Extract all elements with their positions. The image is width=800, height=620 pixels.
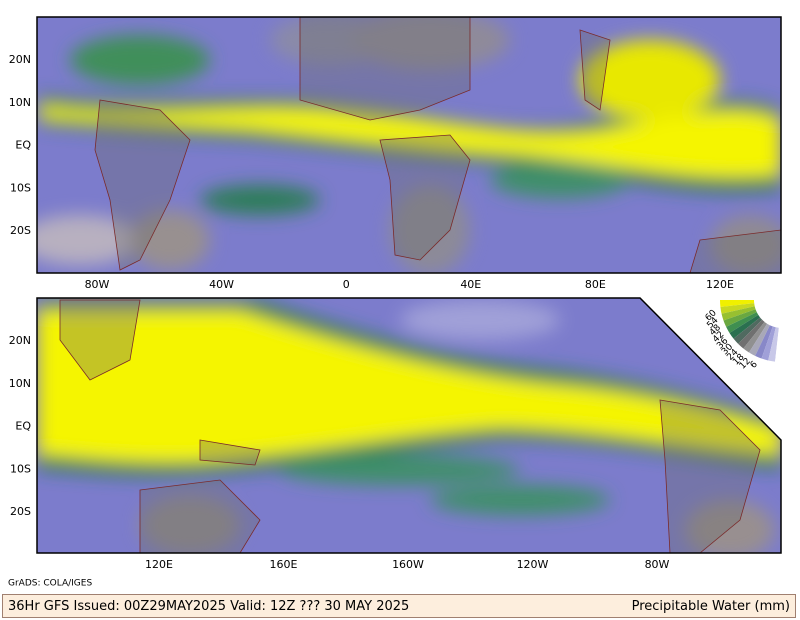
lon-label: 80W <box>85 278 110 291</box>
colorbar-segment <box>749 323 770 356</box>
colorbar-segment <box>755 325 773 359</box>
lat-label: 10S <box>10 181 31 194</box>
lon-label: 120E <box>706 278 734 291</box>
credit: GrADS: COLA/IGES <box>8 579 92 589</box>
colorbar-segment <box>726 312 759 333</box>
lon-label: 40W <box>209 278 234 291</box>
lon-label: 80E <box>585 278 606 291</box>
colorbar-segment <box>775 327 782 362</box>
top-map <box>37 17 781 273</box>
lon-label: 160W <box>392 558 424 571</box>
lat-label: EQ <box>15 420 31 433</box>
lat-label: EQ <box>15 139 31 152</box>
colorbar-segment <box>738 319 765 349</box>
colorbar-segment <box>721 306 756 321</box>
colorbar-segment <box>743 321 768 353</box>
lat-label: 10N <box>9 377 31 390</box>
bottom-map <box>37 298 781 553</box>
top-map-frame <box>36 16 782 274</box>
footer-right: Precipitable Water (mm) <box>631 598 790 614</box>
lat-label: 20S <box>10 224 31 237</box>
colorbar-segment <box>723 309 757 327</box>
lat-label: 10S <box>10 462 31 475</box>
footer: 36Hr GFS Issued: 00Z29MAY2025 Valid: 12Z… <box>2 594 796 618</box>
bottom-map-frame <box>36 297 782 554</box>
lat-label: 10N <box>9 96 31 109</box>
lon-label: 160E <box>270 558 298 571</box>
colorbar-segment <box>768 327 779 362</box>
lon-label: 120E <box>145 558 173 571</box>
colorbar-segment <box>761 326 776 361</box>
colorbar-label: 6 <box>749 359 760 370</box>
colorbar-segment <box>733 317 763 344</box>
colorbar-segment <box>720 300 755 307</box>
lat-label: 20S <box>10 505 31 518</box>
colorbar-segment <box>720 303 755 314</box>
colorbar-segment <box>729 314 761 339</box>
lon-label: 80W <box>645 558 670 571</box>
lon-label: 120W <box>517 558 549 571</box>
lat-label: 20N <box>9 334 31 347</box>
footer-left: 36Hr GFS Issued: 00Z29MAY2025 Valid: 12Z… <box>8 598 410 614</box>
lat-label: 20N <box>9 53 31 66</box>
lon-label: 0 <box>343 278 350 291</box>
lon-label: 40E <box>460 278 481 291</box>
